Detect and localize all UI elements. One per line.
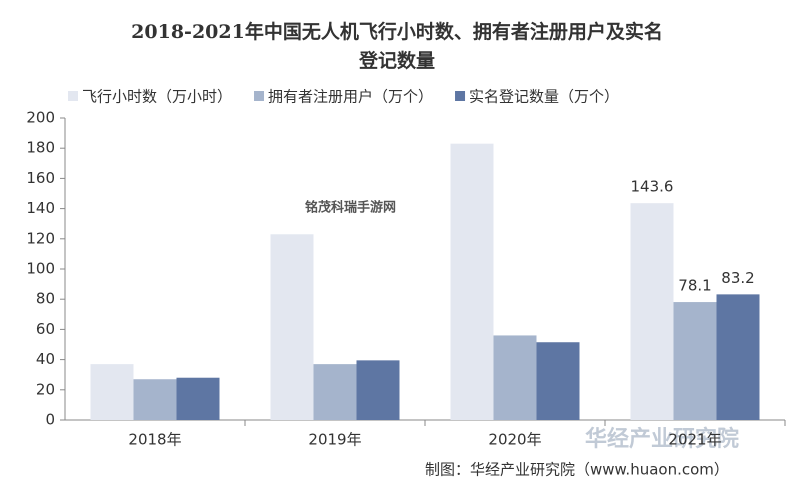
y-tick-label: 100 <box>26 260 55 278</box>
bar <box>270 234 314 420</box>
bar <box>493 335 537 420</box>
bar <box>536 342 580 420</box>
data-label: 83.2 <box>721 269 754 287</box>
y-tick-label: 200 <box>26 109 55 127</box>
x-tick-label: 2020年 <box>488 431 541 449</box>
bar <box>630 203 674 420</box>
y-tick-label: 180 <box>26 139 55 157</box>
x-tick-label: 2018年 <box>128 431 181 449</box>
x-tick-label: 2019年 <box>308 431 361 449</box>
data-label: 78.1 <box>678 277 711 295</box>
watermark: 铭茂科瑞手游网 <box>305 200 396 216</box>
bar <box>133 379 177 420</box>
y-tick-label: 160 <box>26 169 55 187</box>
bar <box>673 302 717 420</box>
y-tick-label: 40 <box>36 350 55 368</box>
y-tick-label: 20 <box>36 380 55 398</box>
watermark: 华经产业研究院 <box>585 426 739 452</box>
bar <box>356 360 400 420</box>
legend-label: 飞行小时数（万小时） <box>82 88 232 106</box>
legend-label: 实名登记数量（万个） <box>469 88 619 106</box>
bar <box>450 143 494 421</box>
data-label: 143.6 <box>631 178 674 196</box>
legend-swatch <box>254 91 265 101</box>
y-tick-label: 80 <box>36 290 55 308</box>
source: 制图：华经产业研究院（www.huaon.com） <box>425 461 729 479</box>
y-tick-label: 140 <box>26 199 55 217</box>
bar <box>90 364 134 420</box>
chart-title: 2018-2021年中国无人机飞行小时数、拥有者注册用户及实名 <box>131 20 663 43</box>
legend-swatch <box>68 91 78 101</box>
chart-subtitle: 登记数量 <box>358 49 435 72</box>
y-tick-label: 0 <box>45 411 55 429</box>
y-tick-label: 120 <box>26 229 55 247</box>
legend-swatch <box>455 91 466 101</box>
bar <box>716 294 760 420</box>
bar <box>176 377 220 420</box>
y-tick-label: 60 <box>36 320 55 338</box>
bar <box>313 364 357 420</box>
legend-label: 拥有者注册用户（万个） <box>268 88 433 106</box>
x-tick-label: 2021年 <box>668 431 721 449</box>
